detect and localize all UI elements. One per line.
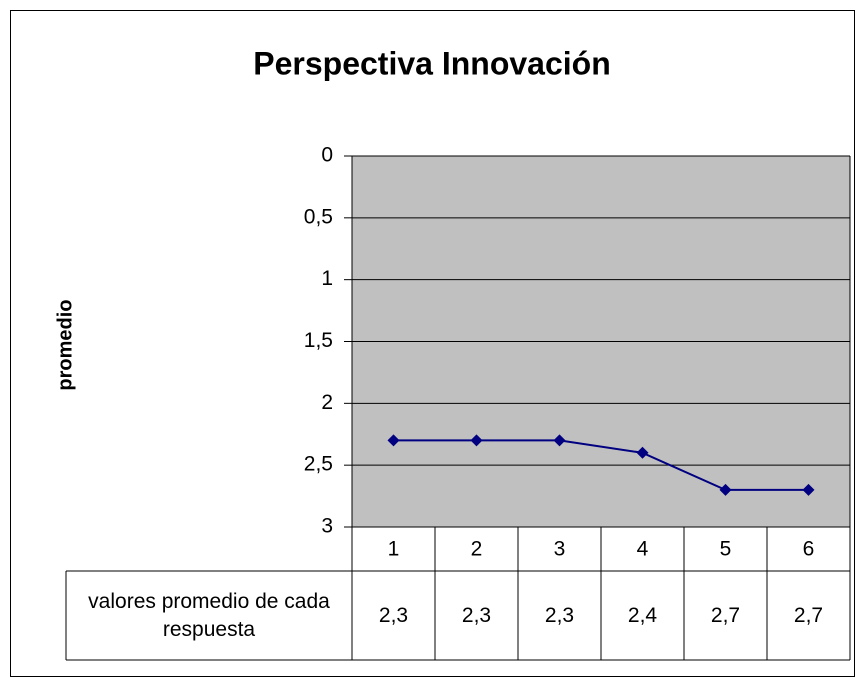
- x-tick-label: 2: [471, 538, 483, 561]
- data-point: [636, 446, 649, 459]
- y-axis-label: promedio: [54, 299, 76, 390]
- data-point: [387, 434, 400, 447]
- table-value: 2,4: [628, 604, 658, 627]
- x-tick-label: 5: [720, 538, 732, 561]
- x-tick-label: 3: [554, 538, 566, 561]
- y-tick-label: 0,5: [304, 205, 333, 228]
- x-tick-label: 4: [637, 538, 649, 561]
- chart-title: Perspectiva Innovación: [253, 45, 610, 81]
- data-point: [802, 483, 815, 496]
- table-value: 2,3: [379, 604, 408, 627]
- series-name: valores promedio de cada respuesta: [88, 589, 330, 641]
- table-value: 2,7: [794, 604, 823, 627]
- table-series-name: valores promedio de cada respuesta: [88, 589, 330, 641]
- y-tick-label: 0: [321, 144, 333, 167]
- y-tick-label: 3: [321, 515, 333, 538]
- y-tick-label: 1: [321, 267, 333, 290]
- data-point: [553, 434, 566, 447]
- data-point: [719, 483, 732, 496]
- x-tick-label: 1: [388, 538, 400, 561]
- table-value: 2,7: [711, 604, 740, 627]
- x-tick-label: 6: [803, 538, 815, 561]
- table-value: 2,3: [462, 604, 491, 627]
- y-tick-label: 1,5: [304, 329, 333, 352]
- y-tick-label: 2,5: [304, 453, 333, 476]
- data-point: [470, 434, 483, 447]
- y-tick-label: 2: [321, 391, 333, 414]
- series-line: [393, 439, 809, 491]
- table-value: 2,3: [545, 604, 574, 627]
